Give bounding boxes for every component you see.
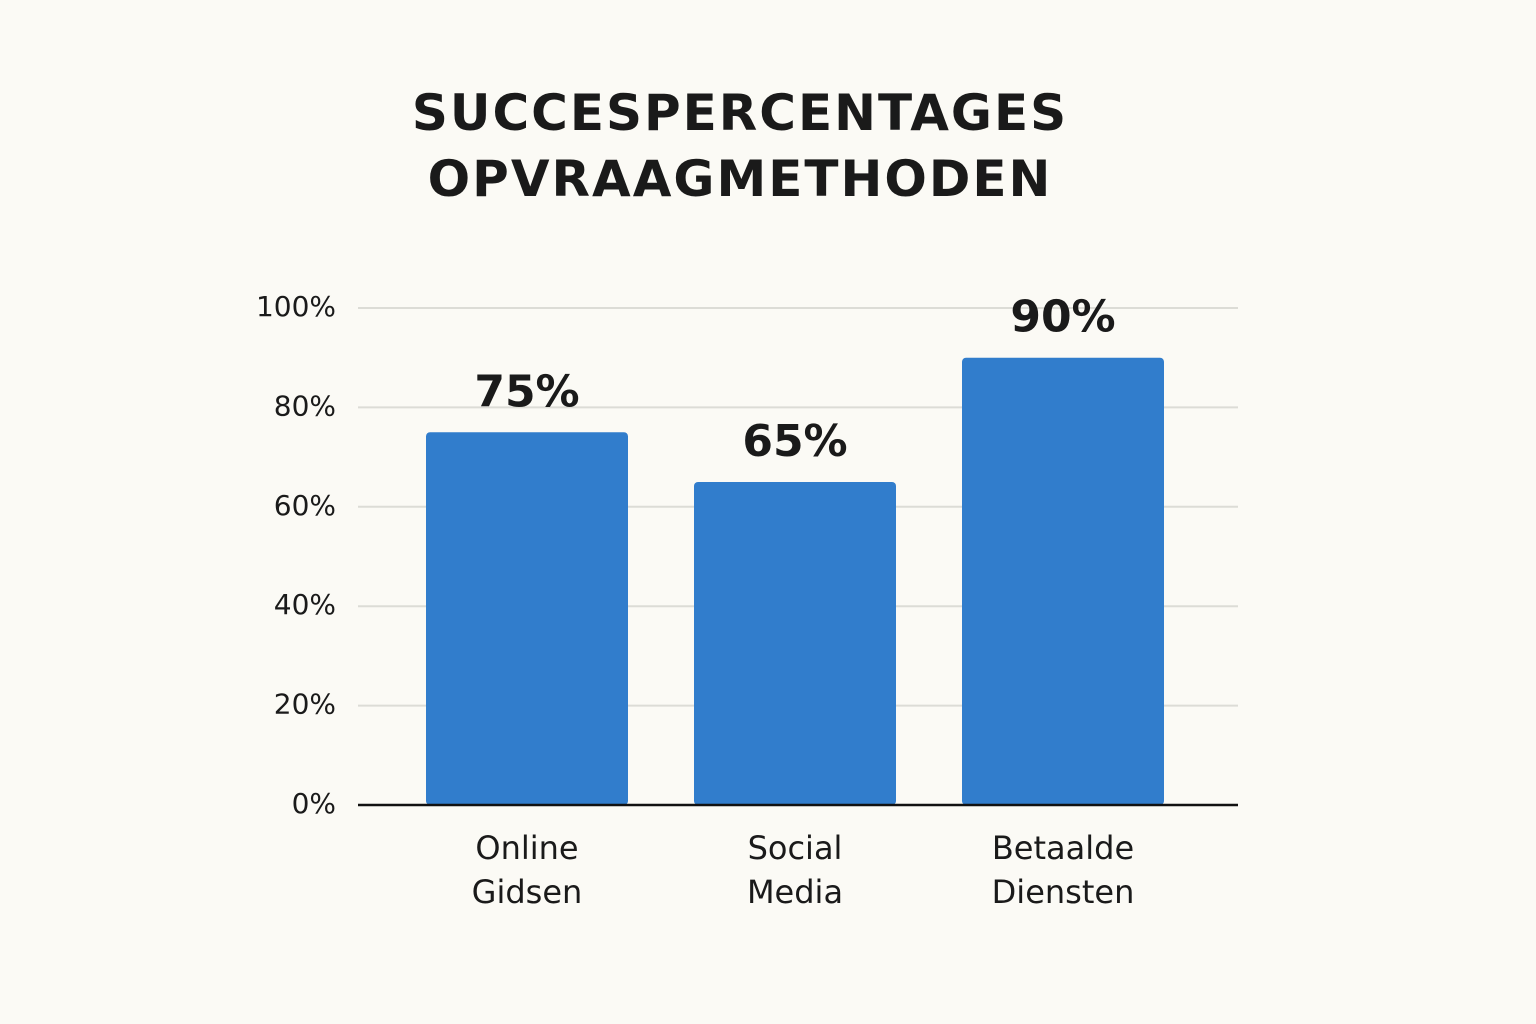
x-tick-label: Social Media: [746, 829, 844, 911]
y-tick-label: 80%: [274, 389, 336, 422]
y-tick-label: 20%: [274, 688, 336, 721]
value-label: 75%: [474, 366, 579, 417]
x-tick-label: Betaalde Diensten: [991, 829, 1135, 911]
y-tick-label: 0%: [292, 787, 336, 820]
value-label: 90%: [1010, 292, 1115, 343]
bar: [694, 481, 896, 805]
bar: [426, 432, 628, 805]
x-tick-label: Online Gidsen: [471, 829, 583, 911]
chart-title: SUCCESPERCENTAGES OPVRAAGMETHODEN: [411, 84, 1069, 208]
y-tick-label: 40%: [274, 588, 336, 621]
bar: [962, 357, 1164, 805]
y-tick-label: 60%: [274, 489, 336, 522]
value-label: 65%: [742, 416, 847, 467]
y-tick-label: 100%: [256, 290, 336, 323]
